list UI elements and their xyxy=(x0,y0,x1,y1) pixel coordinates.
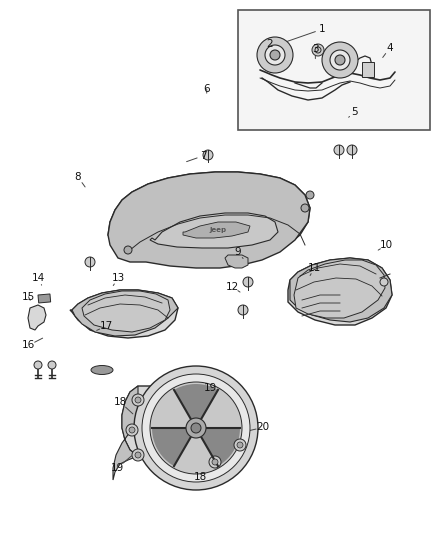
Text: 12: 12 xyxy=(226,282,239,292)
Circle shape xyxy=(312,44,324,56)
Text: 4: 4 xyxy=(386,43,393,53)
Polygon shape xyxy=(113,386,138,480)
Polygon shape xyxy=(290,258,392,322)
Circle shape xyxy=(85,257,95,267)
Text: 17: 17 xyxy=(99,321,113,331)
Circle shape xyxy=(238,305,248,315)
Polygon shape xyxy=(288,258,392,325)
Circle shape xyxy=(380,278,388,286)
Circle shape xyxy=(150,382,242,474)
Text: 10: 10 xyxy=(380,240,393,250)
FancyBboxPatch shape xyxy=(238,10,430,130)
Bar xyxy=(38,294,51,303)
Circle shape xyxy=(270,50,280,60)
Circle shape xyxy=(129,427,135,433)
Circle shape xyxy=(330,50,350,70)
Text: 3: 3 xyxy=(312,44,319,54)
Circle shape xyxy=(135,452,141,458)
Text: 19: 19 xyxy=(111,463,124,473)
Text: 20: 20 xyxy=(256,423,269,432)
Circle shape xyxy=(34,361,42,369)
Circle shape xyxy=(335,55,345,65)
Circle shape xyxy=(257,37,293,73)
Text: 14: 14 xyxy=(32,273,45,283)
Polygon shape xyxy=(108,172,310,258)
Circle shape xyxy=(234,439,246,451)
Bar xyxy=(362,62,374,77)
Polygon shape xyxy=(294,260,385,318)
Text: 5: 5 xyxy=(351,107,358,117)
Circle shape xyxy=(191,423,201,433)
Circle shape xyxy=(134,366,258,490)
Circle shape xyxy=(135,397,141,403)
Polygon shape xyxy=(82,291,170,332)
Circle shape xyxy=(212,459,218,465)
Polygon shape xyxy=(28,305,46,330)
Polygon shape xyxy=(108,172,310,268)
Text: 13: 13 xyxy=(112,273,125,283)
Circle shape xyxy=(347,145,357,155)
Polygon shape xyxy=(196,428,240,466)
Polygon shape xyxy=(150,213,278,248)
Circle shape xyxy=(237,442,243,448)
Polygon shape xyxy=(70,290,178,338)
Text: 18: 18 xyxy=(114,398,127,407)
Text: 18: 18 xyxy=(194,472,207,482)
Circle shape xyxy=(142,374,250,482)
Circle shape xyxy=(301,204,309,212)
Circle shape xyxy=(315,47,321,53)
Circle shape xyxy=(243,277,253,287)
Circle shape xyxy=(322,42,358,78)
Circle shape xyxy=(306,191,314,199)
Circle shape xyxy=(334,145,344,155)
Circle shape xyxy=(186,418,206,438)
Text: 6: 6 xyxy=(203,84,210,94)
Text: 15: 15 xyxy=(22,292,35,302)
Circle shape xyxy=(132,394,144,406)
Polygon shape xyxy=(183,222,250,238)
Text: 11: 11 xyxy=(308,263,321,272)
Polygon shape xyxy=(225,255,248,268)
Polygon shape xyxy=(72,290,178,336)
Text: 9: 9 xyxy=(234,247,241,257)
Polygon shape xyxy=(122,380,250,462)
Circle shape xyxy=(265,45,285,65)
Polygon shape xyxy=(152,428,196,466)
Text: Jeep: Jeep xyxy=(209,227,226,233)
Text: 2: 2 xyxy=(266,39,273,49)
Circle shape xyxy=(209,456,221,468)
Circle shape xyxy=(124,246,132,254)
Text: 16: 16 xyxy=(22,341,35,350)
Circle shape xyxy=(48,361,56,369)
Circle shape xyxy=(126,424,138,436)
Ellipse shape xyxy=(91,366,113,375)
Text: 19: 19 xyxy=(204,383,217,393)
Text: 1: 1 xyxy=(318,25,325,34)
Text: 8: 8 xyxy=(74,172,81,182)
Circle shape xyxy=(203,150,213,160)
Text: 7: 7 xyxy=(200,151,207,160)
Circle shape xyxy=(132,449,144,461)
Polygon shape xyxy=(174,384,218,428)
